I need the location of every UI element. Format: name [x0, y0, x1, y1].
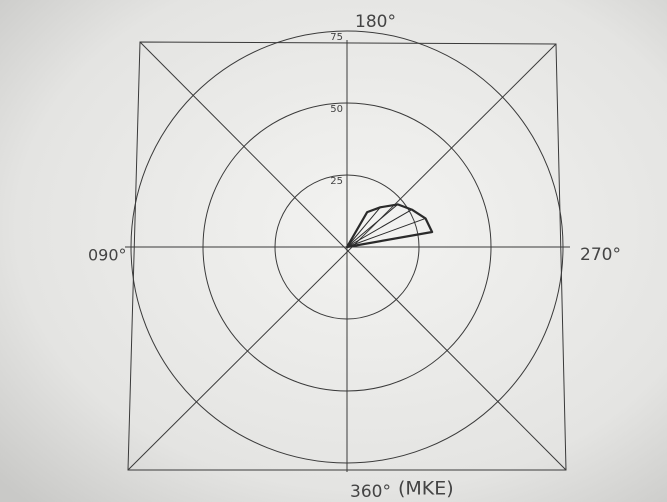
direction-label: 090° — [88, 246, 127, 265]
direction-label: 360° — [350, 482, 391, 502]
ring-label: 50 — [330, 104, 343, 115]
direction-label: 180° — [355, 12, 396, 32]
ring-label: 75 — [330, 32, 343, 43]
direction-label: 270° — [580, 245, 621, 265]
ring-label: 25 — [330, 176, 343, 187]
photo: 180° 090° 270° 360° (MKE) 25 50 75 — [0, 0, 667, 502]
station-label: (MKE) — [398, 478, 454, 500]
